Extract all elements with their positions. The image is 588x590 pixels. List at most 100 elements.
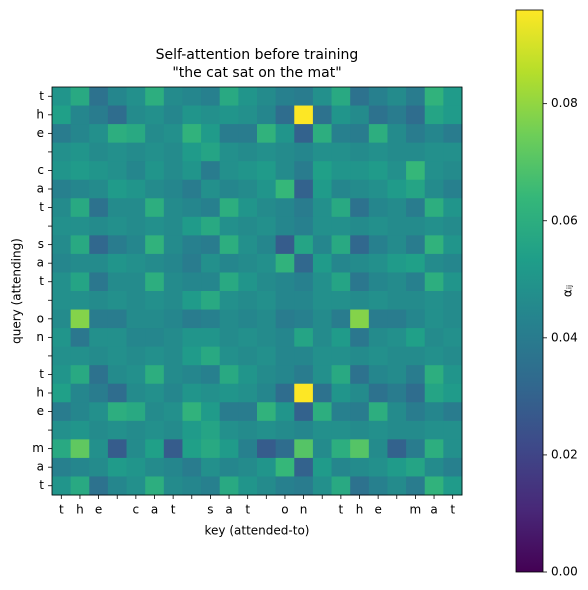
heatmap-cell [387, 253, 407, 273]
heatmap-cell [52, 253, 72, 273]
heatmap-cell [70, 198, 90, 218]
heatmap-cell [201, 235, 221, 255]
heatmap-cell [294, 105, 314, 125]
heatmap-cell [107, 346, 128, 366]
heatmap-cell [275, 439, 295, 459]
heatmap-cell [52, 291, 72, 311]
heatmap-cell [312, 198, 333, 218]
x-tick-label: c [133, 503, 140, 517]
heatmap-cell [424, 309, 444, 329]
heatmap-cell [107, 328, 128, 348]
heatmap-cell [163, 142, 183, 162]
x-tick-label: h [76, 503, 84, 517]
heatmap-cell [443, 476, 463, 496]
heatmap-cell [368, 457, 388, 477]
heatmap-cell [145, 476, 165, 496]
heatmap-cell [219, 161, 239, 181]
x-tick-label: t [245, 503, 250, 517]
heatmap-cell [331, 235, 351, 255]
heatmap-cell [89, 235, 109, 255]
heatmap-cell [52, 476, 72, 496]
heatmap-cell [70, 142, 90, 162]
heatmap-cell [387, 216, 407, 236]
heatmap-cell [406, 346, 426, 366]
heatmap-cell [331, 87, 351, 107]
heatmap-cell [201, 253, 221, 273]
heatmap-cell [350, 216, 370, 236]
heatmap-cell [163, 309, 183, 329]
heatmap-cell [219, 124, 239, 144]
heatmap-cell [126, 124, 146, 144]
heatmap-cell [368, 235, 388, 255]
heatmap-cell [350, 309, 370, 329]
heatmap-cell [406, 235, 426, 255]
heatmap-cell [387, 105, 407, 125]
heatmap-cell [387, 235, 407, 255]
heatmap-cell [126, 328, 146, 348]
heatmap-cell [368, 87, 388, 107]
heatmap-cell [312, 105, 333, 125]
heatmap-cell [238, 272, 258, 292]
heatmap-cell [443, 216, 463, 236]
heatmap-cell [238, 476, 258, 496]
heatmap-cell [275, 105, 295, 125]
heatmap-cell [331, 198, 351, 218]
heatmap-cell [424, 272, 444, 292]
heatmap-cell [368, 420, 388, 440]
heatmap-cell [219, 142, 239, 162]
heatmap-cell [312, 291, 333, 311]
heatmap-cell [107, 476, 128, 496]
heatmap-cell [126, 402, 146, 422]
heatmap-cell [238, 291, 258, 311]
heatmap-cell [294, 142, 314, 162]
heatmap-cell [294, 365, 314, 385]
heatmap-cell [201, 457, 221, 477]
heatmap-cell [368, 365, 388, 385]
heatmap-cell [406, 161, 426, 181]
heatmap-cell [368, 142, 388, 162]
heatmap-cell [275, 420, 295, 440]
colorbar-tick-label: 0.02 [551, 447, 578, 461]
heatmap-cell [182, 253, 202, 273]
heatmap-cell [350, 161, 370, 181]
heatmap-cell [424, 142, 444, 162]
heatmap-cell [219, 439, 239, 459]
heatmap-cell [126, 198, 146, 218]
heatmap-cell [368, 272, 388, 292]
heatmap-cell [350, 179, 370, 199]
heatmap-cell [219, 87, 239, 107]
heatmap-cell [182, 105, 202, 125]
heatmap-cell [107, 439, 128, 459]
heatmap-cell [70, 383, 90, 403]
heatmap-cell [443, 420, 463, 440]
heatmap-cell [294, 402, 314, 422]
heatmap-cell [182, 124, 202, 144]
y-tick-label: s [38, 237, 44, 251]
heatmap-cell [406, 198, 426, 218]
x-axis-label: key (attended-to) [205, 524, 310, 538]
heatmap-cell [89, 105, 109, 125]
heatmap-cell [294, 235, 314, 255]
heatmap-cell [275, 87, 295, 107]
heatmap-cell [163, 216, 183, 236]
heatmap-cell [387, 124, 407, 144]
heatmap-cell [201, 420, 221, 440]
heatmap-cell [443, 105, 463, 125]
heatmap-cell [443, 161, 463, 181]
heatmap-cell [424, 87, 444, 107]
heatmap-cell [70, 402, 90, 422]
x-tick-label: a [225, 503, 232, 517]
heatmap-cell [238, 457, 258, 477]
heatmap-cell [126, 161, 146, 181]
y-tick-label: t [39, 274, 44, 288]
heatmap-cell [201, 346, 221, 366]
heatmap-cell [275, 365, 295, 385]
heatmap-cell [145, 328, 165, 348]
heatmap-cell [331, 272, 351, 292]
heatmap-cell [312, 383, 333, 403]
heatmap-cell [368, 476, 388, 496]
heatmap-cell [107, 272, 128, 292]
y-tick-label: c [37, 163, 44, 177]
heatmap-cell [312, 439, 333, 459]
heatmap-cell [257, 346, 277, 366]
